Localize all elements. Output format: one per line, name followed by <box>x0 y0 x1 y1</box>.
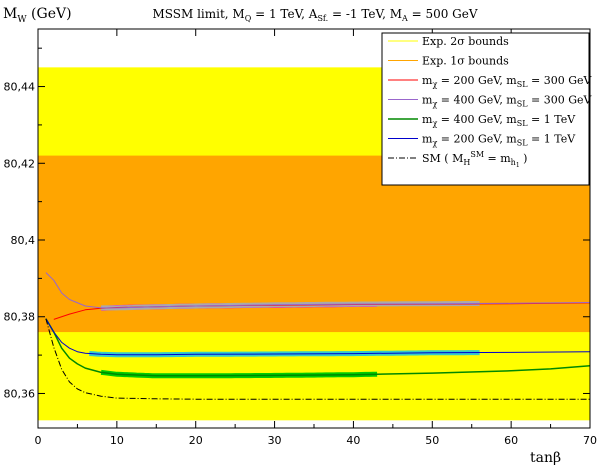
series-4-line <box>45 318 590 400</box>
legend-label-4: mχ = 400 GeV, mSL = 1 TeV <box>422 113 576 128</box>
chart-title: MSSM limit, MQ = 1 TeV, ASf. = -1 TeV, M… <box>152 7 477 23</box>
legend: Exp. 2σ bounds Exp. 1σ bounds mχ = 200 GeV… <box>381 32 593 186</box>
y-tick-label-3: 80,42 <box>4 157 36 170</box>
legend-label-5: mχ = 200 GeV, mSL = 1 TeV <box>422 133 576 148</box>
y-axis-title: MW (GeV) <box>3 6 72 25</box>
series-1-line <box>45 272 591 309</box>
x-tick-label-20: 20 <box>189 434 203 447</box>
x-tick-label-70: 70 <box>583 434 597 447</box>
legend-label-2: mχ = 200 GeV, mSL = 300 GeV <box>422 74 593 89</box>
legend-box <box>381 32 590 186</box>
y-tick-label-4: 80,44 <box>4 81 36 94</box>
x-tick-label-10: 10 <box>110 434 124 447</box>
legend-label-3: mχ = 400 GeV, mSL = 300 GeV <box>422 94 593 109</box>
ticks-layer: 0 10 20 30 40 50 60 70 80,36 80,38 80,4 80,42 80,44 <box>4 29 597 447</box>
x-tick-label-50: 50 <box>425 434 439 447</box>
x-tick-label-40: 40 <box>346 434 360 447</box>
legend-label-1: Exp. 1σ bounds <box>422 55 509 68</box>
y-tick-label-1: 80,38 <box>4 311 36 324</box>
y-tick-label-0: 80,36 <box>4 387 36 400</box>
y-tick-label-2: 80,4 <box>11 234 36 247</box>
x-tick-label-0: 0 <box>35 434 42 447</box>
legend-label-0: Exp. 2σ bounds <box>422 35 509 48</box>
x-axis-title: tanβ <box>530 450 561 466</box>
x-tick-label-60: 60 <box>504 434 518 447</box>
series-2-line <box>45 318 591 377</box>
x-tick-label-30: 30 <box>268 434 282 447</box>
series-3-line <box>45 318 591 356</box>
series-layer <box>45 272 591 400</box>
